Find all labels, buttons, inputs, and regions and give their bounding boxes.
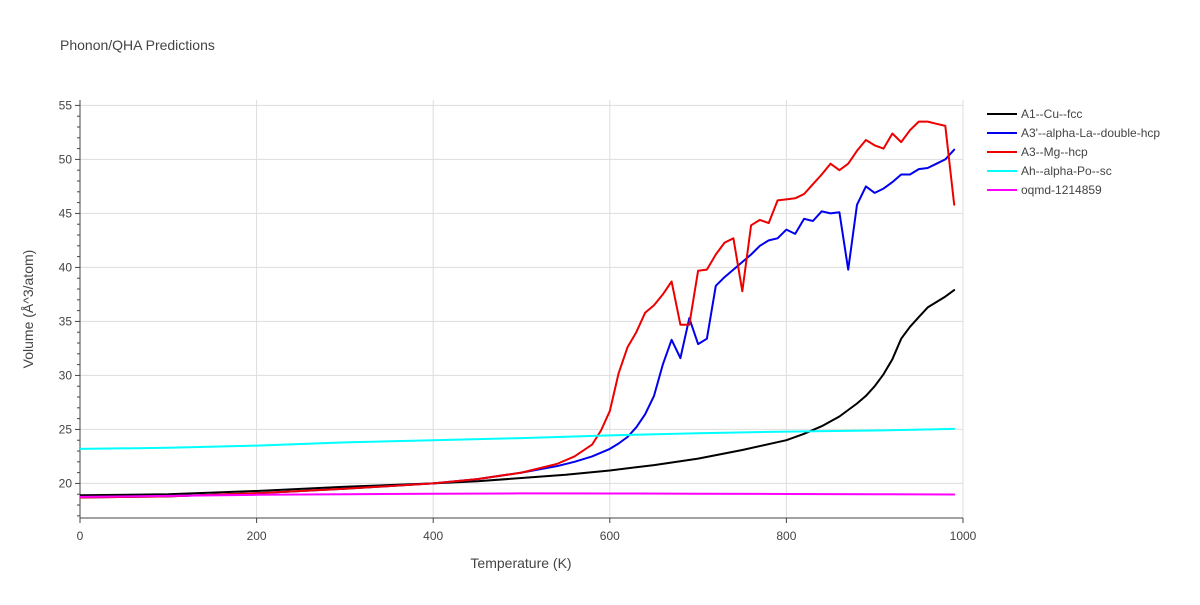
axes: 0 200 400 600 800 1000 20 25 30 35 40 45 50 55 [59, 98, 977, 543]
x-tick-label: 600 [600, 529, 620, 543]
y-tick-label: 50 [59, 152, 73, 166]
legend[interactable]: A1--Cu--fcc A3'--alpha-La--double-hcp A3--… [987, 107, 1160, 197]
series-line-0 [80, 289, 956, 497]
y-tick-label: 20 [59, 476, 73, 490]
x-axis-title: Temperature (K) [470, 555, 571, 571]
legend-label: Ah--alpha-Po--sc [1021, 164, 1112, 178]
y-tick-label: 55 [59, 98, 73, 112]
legend-item[interactable]: A3'--alpha-La--double-hcp [987, 126, 1160, 140]
legend-item[interactable]: Ah--alpha-Po--sc [987, 164, 1112, 178]
y-tick-label: 45 [59, 206, 73, 220]
legend-label: A1--Cu--fcc [1021, 107, 1082, 121]
series-line-3 [80, 427, 956, 450]
series-line-2 [80, 120, 956, 499]
x-tick-label: 800 [776, 529, 796, 543]
legend-label: A3--Mg--hcp [1021, 145, 1088, 159]
series-line-1 [80, 148, 956, 499]
x-tick-label: 1000 [950, 529, 977, 543]
legend-item[interactable]: A1--Cu--fcc [987, 107, 1082, 121]
grid [80, 100, 964, 518]
chart-title: Phonon/QHA Predictions [60, 37, 215, 53]
legend-label: oqmd-1214859 [1021, 183, 1102, 197]
x-tick-label: 200 [247, 529, 267, 543]
y-tick-label: 40 [59, 260, 73, 274]
legend-label: A3'--alpha-La--double-hcp [1021, 126, 1160, 140]
y-axis-title: Volume (Å^3/atom) [20, 250, 36, 369]
series-line-4 [80, 492, 956, 498]
y-tick-label: 25 [59, 422, 73, 436]
y-tick-label: 30 [59, 368, 73, 382]
legend-item[interactable]: oqmd-1214859 [987, 183, 1102, 197]
x-tick-label: 400 [423, 529, 443, 543]
series-lines [80, 120, 956, 499]
x-tick-label: 0 [77, 529, 84, 543]
legend-item[interactable]: A3--Mg--hcp [987, 145, 1088, 159]
y-tick-label: 35 [59, 314, 73, 328]
